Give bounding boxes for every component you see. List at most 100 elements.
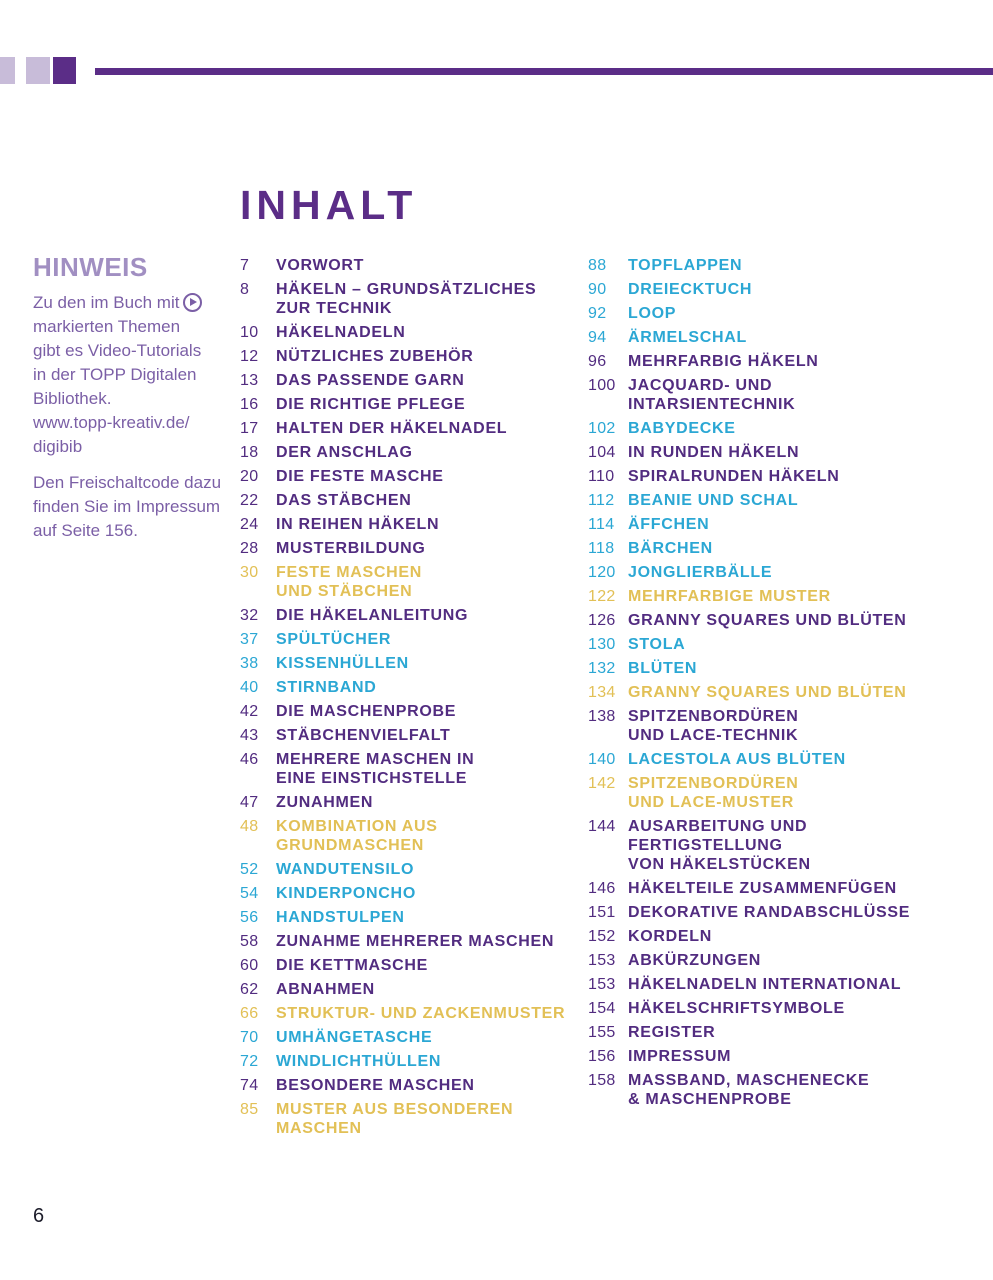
toc-entry-title: WANDUTENSILO (276, 861, 415, 878)
toc-entry: 54 KINDERPONCHO (240, 884, 570, 903)
toc-entry-title: DIE RICHTIGE PFLEGE (276, 396, 466, 413)
toc-entry-page-number: 112 (588, 492, 615, 509)
toc-entry: 158 MASSBAND, MASCHENECKE & MASCHENPROBE (588, 1071, 928, 1109)
toc-entry-page-number: 10 (240, 324, 259, 341)
toc-entry: 152 KORDELN (588, 927, 928, 946)
toc-entry-title: GRANNY SQUARES UND BLÜTEN (628, 612, 907, 629)
toc-entry: 32 DIE HÄKELANLEITUNG (240, 606, 570, 625)
toc-entry: 16 DIE RICHTIGE PFLEGE (240, 395, 570, 414)
hinweis-paragraph-1-rest: markierten Themen gibt es Video-Tutorial… (33, 317, 202, 456)
toc-entry: 142 SPITZENBORDÜREN UND LACE-MUSTER (588, 774, 928, 812)
toc-entry-page-number: 126 (588, 612, 616, 629)
header-square-dark (53, 57, 76, 84)
toc-entry-title: WINDLICHTHÜLLEN (276, 1053, 442, 1070)
toc-entry-title: DAS PASSENDE GARN (276, 372, 465, 389)
toc-entry-page-number: 47 (240, 794, 259, 811)
toc-entry-page-number: 20 (240, 468, 259, 485)
toc-entry-title: MUSTER AUS BESONDEREN MASCHEN (276, 1101, 514, 1137)
toc-entry: 114 ÄFFCHEN (588, 515, 928, 534)
toc-entry-page-number: 32 (240, 607, 259, 624)
toc-entry-title: HÄKELSCHRIFTSYMBOLE (628, 1000, 845, 1017)
toc-entry: 56 HANDSTULPEN (240, 908, 570, 927)
toc-entry-page-number: 96 (588, 353, 607, 370)
toc-entry-page-number: 24 (240, 516, 259, 533)
toc-entry-title: DER ANSCHLAG (276, 444, 413, 461)
toc-entry: 153 ABKÜRZUNGEN (588, 951, 928, 970)
toc-entry-title: HÄKELTEILE ZUSAMMENFÜGEN (628, 880, 897, 897)
hinweis-paragraph-1: Zu den im Buch mit markierten Themen gib… (33, 291, 223, 459)
toc-entry: 102 BABYDECKE (588, 419, 928, 438)
toc-entry: 8 HÄKELN – GRUNDSÄTZLICHES ZUR TECHNIK (240, 280, 570, 318)
toc-entry-title: ÄFFCHEN (628, 516, 710, 533)
toc-entry-page-number: 110 (588, 468, 615, 485)
toc-entry-title: MUSTERBILDUNG (276, 540, 426, 557)
toc-entry-page-number: 48 (240, 818, 259, 835)
toc-entry-title: KOMBINATION AUS GRUNDMASCHEN (276, 818, 438, 854)
toc-entry-page-number: 154 (588, 1000, 616, 1017)
toc-entry-page-number: 140 (588, 751, 616, 768)
toc-entry-title: STIRNBAND (276, 679, 377, 696)
toc-entry-page-number: 43 (240, 727, 259, 744)
toc-entry-title: JONGLIERBÄLLE (628, 564, 773, 581)
toc-entry: 104 IN RUNDEN HÄKELN (588, 443, 928, 462)
toc-entry: 24 IN REIHEN HÄKELN (240, 515, 570, 534)
toc-entry: 28 MUSTERBILDUNG (240, 539, 570, 558)
toc-entry: 151 DEKORATIVE RANDABSCHLÜSSE (588, 903, 928, 922)
toc-entry-title: SPITZENBORDÜREN UND LACE-TECHNIK (628, 708, 799, 744)
toc-entry-page-number: 8 (240, 281, 250, 298)
toc-entry-page-number: 16 (240, 396, 259, 413)
toc-entry-title: LACESTOLA AUS BLÜTEN (628, 751, 846, 768)
toc-entry: 20 DIE FESTE MASCHE (240, 467, 570, 486)
hinweis-paragraph-2: Den Freischaltcode dazu finden Sie im Im… (33, 473, 222, 540)
toc-entry: 10 HÄKELNADELN (240, 323, 570, 342)
toc-entry-page-number: 18 (240, 444, 259, 461)
hinweis-sidebar: HINWEIS Zu den im Buch mit markierten Th… (33, 252, 223, 543)
toc-entry-title: BEANIE UND SCHAL (628, 492, 799, 509)
toc-entry-title: ZUNAHME MEHRERER MASCHEN (276, 933, 555, 950)
toc-entry: 38 KISSENHÜLLEN (240, 654, 570, 673)
toc-entry: 88 TOPFLAPPEN (588, 256, 928, 275)
toc-entry-page-number: 142 (588, 775, 616, 792)
toc-entry: 18 DER ANSCHLAG (240, 443, 570, 462)
toc-entry-title: DEKORATIVE RANDABSCHLÜSSE (628, 904, 911, 921)
toc-entry-page-number: 13 (240, 372, 259, 389)
toc-entry-title: DIE FESTE MASCHE (276, 468, 444, 485)
toc-entry-page-number: 153 (588, 976, 616, 993)
toc-entry-page-number: 120 (588, 564, 616, 581)
toc-entry: 100 JACQUARD- UND INTARSIENTECHNIK (588, 376, 928, 414)
toc-entry: 96 MEHRFARBIG HÄKELN (588, 352, 928, 371)
toc-entry: 30 FESTE MASCHEN UND STÄBCHEN (240, 563, 570, 601)
toc-entry: 47 ZUNAHMEN (240, 793, 570, 812)
toc-entry-page-number: 155 (588, 1024, 616, 1041)
toc-entry-page-number: 152 (588, 928, 616, 945)
toc-entry-title: MEHRFARBIGE MUSTER (628, 588, 831, 605)
toc-entry-title: BLÜTEN (628, 660, 698, 677)
toc-entry-title: SPIRALRUNDEN HÄKELN (628, 468, 840, 485)
toc-entry-title: KORDELN (628, 928, 713, 945)
toc-entry-page-number: 118 (588, 540, 615, 557)
folio-page-number: 6 (33, 1205, 45, 1227)
toc-entry-page-number: 132 (588, 660, 616, 677)
toc-entry-title: REGISTER (628, 1024, 716, 1041)
toc-entry-title: MASSBAND, MASCHENECKE & MASCHENPROBE (628, 1072, 870, 1108)
toc-entry: 126 GRANNY SQUARES UND BLÜTEN (588, 611, 928, 630)
toc-entry: 37 SPÜLTÜCHER (240, 630, 570, 649)
toc-entry-page-number: 114 (588, 516, 615, 533)
toc-entry: 17 HALTEN DER HÄKELNADEL (240, 419, 570, 438)
toc-entry: 62 ABNAHMEN (240, 980, 570, 999)
toc-entry-page-number: 38 (240, 655, 259, 672)
toc-entry-page-number: 151 (588, 904, 616, 921)
toc-entry-title: VORWORT (276, 257, 365, 274)
toc-entry-title: DIE HÄKELANLEITUNG (276, 607, 469, 624)
toc-entry-title: ABKÜRZUNGEN (628, 952, 762, 969)
header-rule-bar (95, 68, 993, 75)
toc-entry: 153 HÄKELNADELN INTERNATIONAL (588, 975, 928, 994)
toc-entry: 7 VORWORT (240, 256, 570, 275)
toc-entry-page-number: 122 (588, 588, 616, 605)
toc-entry-page-number: 37 (240, 631, 259, 648)
toc-entry-page-number: 66 (240, 1005, 259, 1022)
toc-entry-page-number: 17 (240, 420, 259, 437)
toc-entry: 72 WINDLICHTHÜLLEN (240, 1052, 570, 1071)
toc-entry-page-number: 92 (588, 305, 607, 322)
toc-entry-title: JACQUARD- UND INTARSIENTECHNIK (628, 377, 796, 413)
